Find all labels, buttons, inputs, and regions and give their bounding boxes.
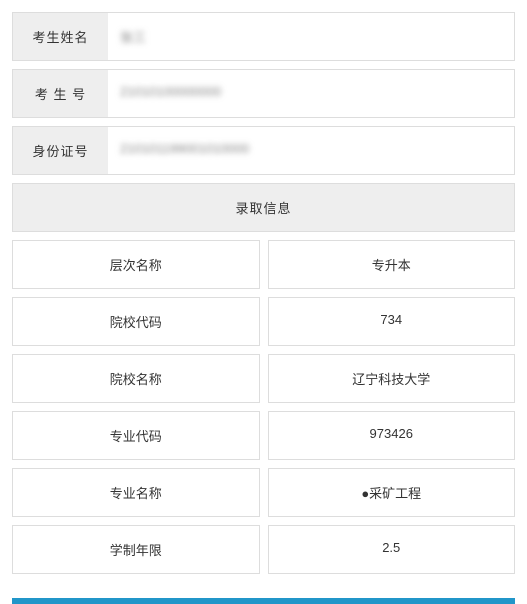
major-name-label: 专业名称 [12, 468, 260, 517]
duration-label: 学制年限 [12, 525, 260, 574]
table-row: 院校名称 辽宁科技大学 [12, 354, 515, 403]
table-row: 层次名称 专升本 [12, 240, 515, 289]
school-name-value: 辽宁科技大学 [268, 354, 516, 403]
level-label: 层次名称 [12, 240, 260, 289]
student-name-label: 考生姓名 [13, 13, 108, 60]
major-code-label: 专业代码 [12, 411, 260, 460]
student-id-value: 21010100000000 [108, 70, 514, 117]
table-row: 院校代码 734 [12, 297, 515, 346]
admission-section-header: 录取信息 [12, 183, 515, 232]
table-row: 专业名称 ●采矿工程 [12, 468, 515, 517]
school-name-label: 院校名称 [12, 354, 260, 403]
idcard-label: 身份证号 [13, 127, 108, 174]
idcard-row: 身份证号 210101199001010000 [12, 126, 515, 175]
student-id-row: 考 生 号 21010100000000 [12, 69, 515, 118]
school-code-label: 院校代码 [12, 297, 260, 346]
major-name-value: ●采矿工程 [268, 468, 516, 517]
bottom-accent-bar [12, 598, 515, 604]
school-code-value: 734 [268, 297, 516, 346]
major-code-value: 973426 [268, 411, 516, 460]
student-name-row: 考生姓名 张三 [12, 12, 515, 61]
level-value: 专升本 [268, 240, 516, 289]
duration-value: 2.5 [268, 525, 516, 574]
student-id-label: 考 生 号 [13, 70, 108, 117]
table-row: 学制年限 2.5 [12, 525, 515, 574]
form-container: 考生姓名 张三 考 生 号 21010100000000 身份证号 210101… [0, 0, 527, 594]
table-row: 专业代码 973426 [12, 411, 515, 460]
student-name-value: 张三 [108, 13, 514, 60]
idcard-value: 210101199001010000 [108, 127, 514, 174]
